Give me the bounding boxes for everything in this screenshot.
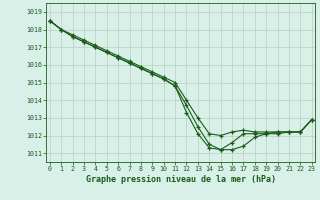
X-axis label: Graphe pression niveau de la mer (hPa): Graphe pression niveau de la mer (hPa) (86, 175, 276, 184)
